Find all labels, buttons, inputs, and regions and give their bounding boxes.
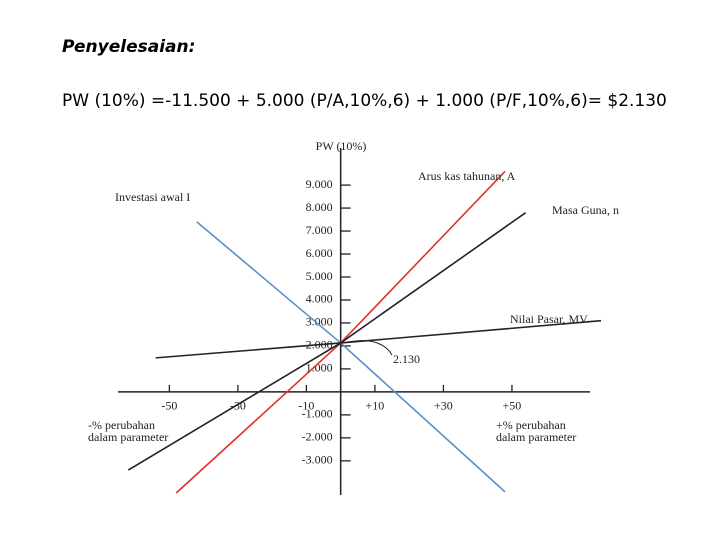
x-tick-label: -10 [298,399,314,413]
series-label: Masa Guna, n [552,203,619,217]
annotation-leader [343,340,393,356]
y-axis-label: PW (10%) [316,139,367,153]
x-axis-label: dalam parameter [88,430,168,444]
x-tick-label: +30 [434,399,453,413]
y-tick-label: -3.000 [302,453,333,467]
annotation: 2.130 [393,352,420,366]
x-tick-label: +10 [366,399,385,413]
series-label: Arus kas tahunan, A [418,169,516,183]
y-tick-label: 6.000 [306,246,333,260]
x-axis-label: -% perubahan [88,418,155,432]
y-tick-label: 8.000 [306,200,333,214]
x-tick-label: +50 [503,399,522,413]
series-label: Investasi awal I [115,190,190,204]
y-tick-label: -1.000 [302,407,333,421]
x-axis-label: +% perubahan [496,418,566,432]
y-tick-label: 9.000 [306,177,333,191]
series-line [155,319,602,359]
formula: PW (10%) =-11.500 + 5.000 (P/A,10%,6) + … [62,91,667,111]
x-tick-label: -50 [161,399,177,413]
y-tick-label: -2.000 [302,430,333,444]
y-tick-label: 4.000 [306,292,333,306]
y-tick-label: 5.000 [306,269,333,283]
x-axis-label: dalam parameter [496,430,576,444]
y-tick-label: 1.000 [306,361,333,375]
heading: Penyelesaian: [62,37,196,57]
series-label: Nilai Pasar, MV [510,312,588,326]
series-line [196,221,506,493]
y-tick-label: 7.000 [306,223,333,237]
